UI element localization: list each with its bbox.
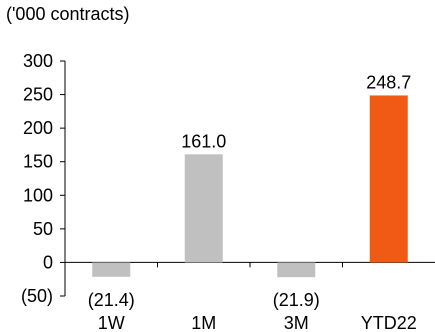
data-label: 161.0 xyxy=(181,131,226,151)
y-tick-label: 50 xyxy=(33,219,53,239)
y-tick-label: 0 xyxy=(43,252,53,272)
data-label: (21.4) xyxy=(88,290,135,310)
bar-1m xyxy=(184,154,223,263)
y-tick-label: 300 xyxy=(23,51,53,71)
bar-1w xyxy=(92,262,131,277)
y-tick-label: (50) xyxy=(21,286,53,306)
x-tick-label: 1M xyxy=(191,313,216,332)
y-tick-label: 250 xyxy=(23,85,53,105)
y-tick-label: 100 xyxy=(23,185,53,205)
chart-title: ('000 contracts) xyxy=(6,4,130,24)
x-tick-label: 3M xyxy=(284,313,309,332)
bar-ytd22 xyxy=(369,95,408,263)
bar-3m xyxy=(277,262,316,278)
y-tick-label: 200 xyxy=(23,118,53,138)
x-tick-label: YTD22 xyxy=(361,313,417,332)
y-tick-label: 150 xyxy=(23,152,53,172)
data-label: (21.9) xyxy=(273,290,320,310)
data-label: 248.7 xyxy=(366,72,411,92)
x-tick-label: 1W xyxy=(98,313,125,332)
